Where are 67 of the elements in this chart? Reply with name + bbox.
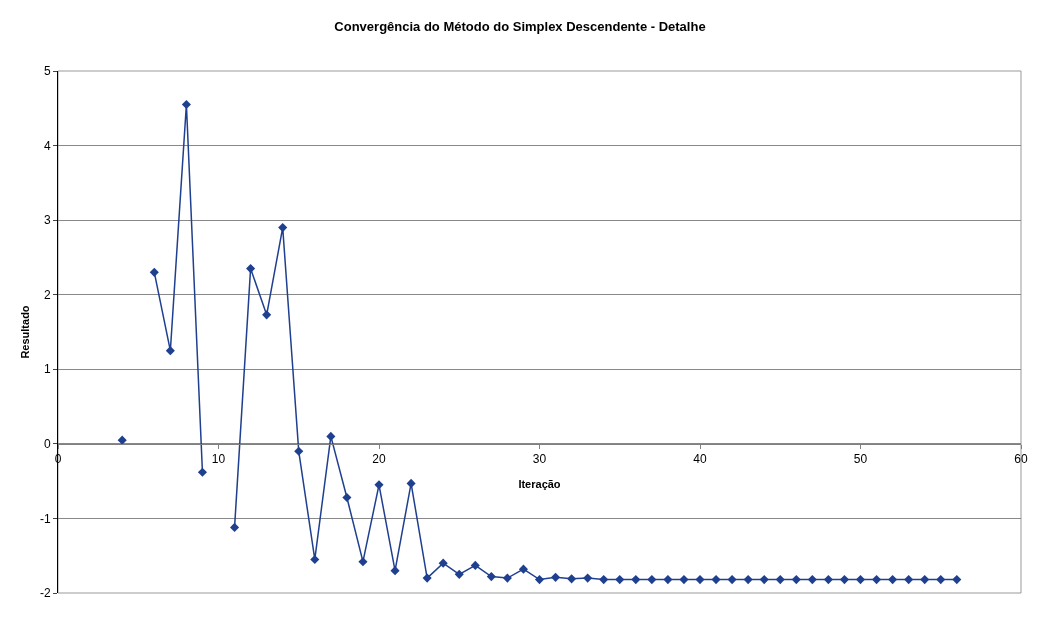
point	[759, 575, 769, 585]
point	[727, 575, 737, 585]
point	[711, 575, 721, 585]
point	[647, 575, 657, 585]
point	[904, 575, 914, 585]
point	[807, 575, 817, 585]
point	[294, 446, 304, 456]
point	[454, 569, 464, 579]
y-tick-label: 1	[43, 362, 51, 377]
point	[374, 480, 384, 490]
point	[534, 575, 545, 585]
point	[165, 346, 175, 356]
point	[406, 478, 416, 488]
point	[181, 100, 191, 110]
y-axis-title: Resultado	[18, 305, 31, 359]
point	[920, 575, 930, 585]
y-tick-label: 3	[43, 213, 51, 228]
x-axis-title: Iteração	[518, 478, 561, 491]
point	[952, 575, 962, 585]
y-tick-label: 2	[43, 287, 51, 302]
point	[390, 566, 400, 576]
y-tick-label: 0	[43, 437, 51, 452]
point	[551, 572, 561, 582]
chart-title: Convergência do Método do Simplex Descendente - Detalhe	[334, 19, 706, 35]
point	[326, 431, 336, 441]
point	[791, 575, 801, 585]
point	[197, 467, 207, 477]
x-tick-label: 30	[532, 452, 547, 467]
y-tick-label: -2	[39, 586, 51, 601]
point	[567, 574, 577, 584]
point	[518, 564, 528, 574]
point	[230, 522, 240, 532]
point	[631, 575, 641, 585]
x-tick-label: 20	[372, 452, 386, 467]
x-tick-label: 50	[853, 452, 868, 467]
point	[872, 575, 882, 585]
point	[599, 575, 609, 585]
y-tick-label: 4	[43, 138, 51, 153]
point	[149, 267, 159, 277]
point	[422, 573, 432, 583]
point	[888, 575, 898, 585]
point	[246, 264, 256, 274]
point	[583, 573, 593, 583]
point	[839, 575, 849, 585]
point	[743, 575, 753, 585]
point	[117, 435, 127, 445]
point	[438, 558, 448, 568]
point	[470, 560, 480, 570]
point	[775, 575, 785, 585]
point	[679, 575, 689, 585]
point	[855, 575, 866, 585]
point	[695, 575, 705, 585]
point	[358, 557, 368, 567]
point	[278, 223, 288, 233]
point	[262, 310, 272, 320]
point	[823, 575, 833, 585]
x-tick-label: 40	[693, 452, 707, 467]
point	[936, 575, 946, 585]
point	[342, 493, 352, 503]
y-tick-label: 5	[43, 64, 51, 79]
point	[663, 575, 673, 585]
y-tick-label: -1	[39, 511, 51, 526]
point	[615, 575, 625, 585]
x-tick-label: 10	[211, 452, 226, 467]
point	[486, 572, 496, 582]
point	[502, 573, 512, 583]
x-tick-label: 60	[1014, 452, 1028, 467]
